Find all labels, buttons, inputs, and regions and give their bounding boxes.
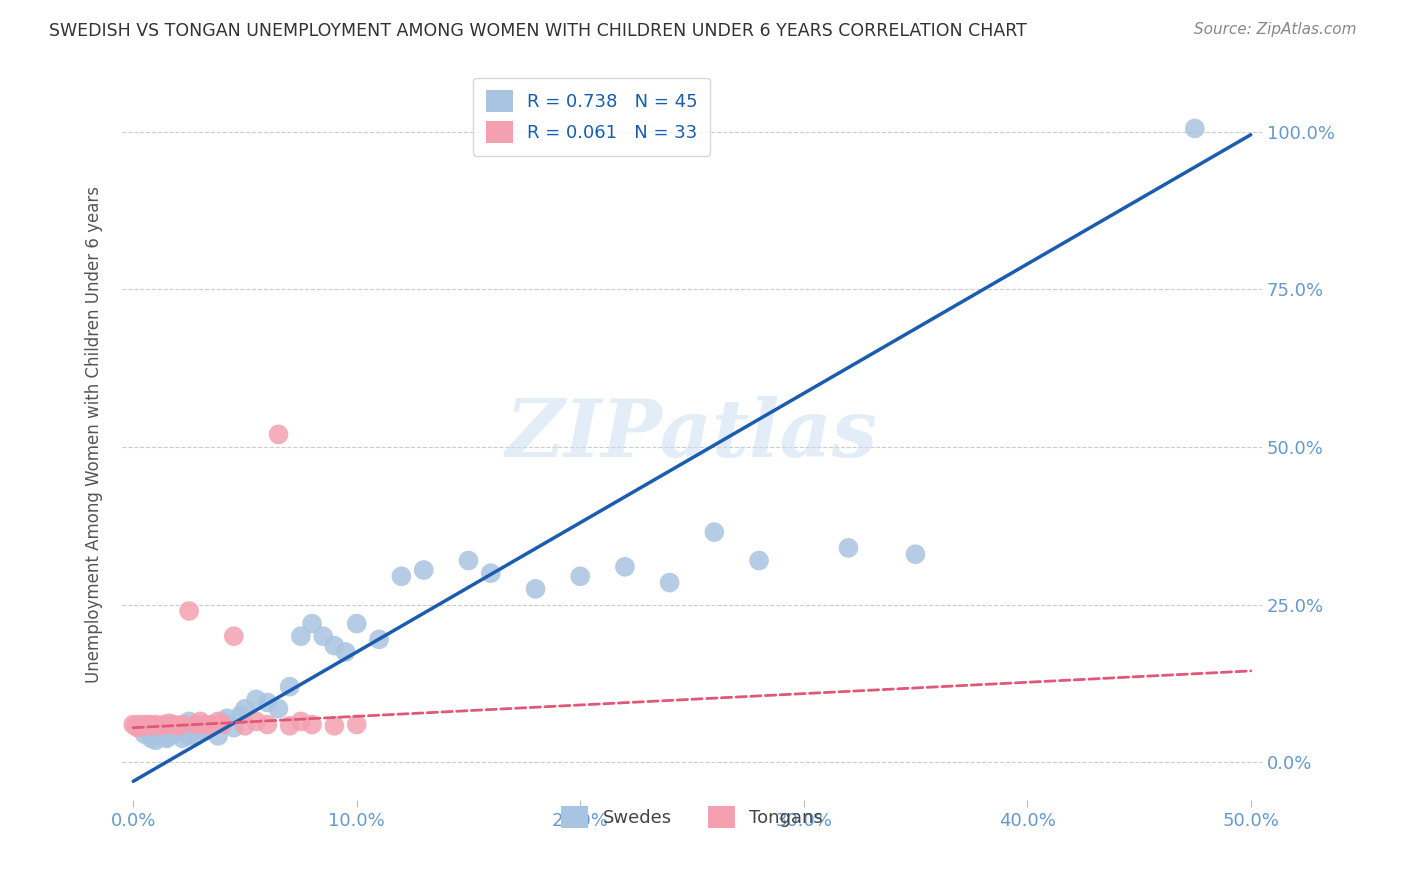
Point [267,427,290,442]
Point [153,717,176,731]
Point [233,702,256,716]
Point [222,721,245,735]
Point [748,553,770,567]
Point [211,717,233,731]
Point [245,714,267,729]
Point [290,714,312,729]
Point [200,719,222,733]
Point [368,632,391,647]
Point [135,719,157,733]
Point [233,719,256,733]
Point [157,716,180,731]
Point [613,559,636,574]
Point [904,547,927,561]
Point [837,541,859,555]
Point [335,645,357,659]
Point [172,717,194,731]
Point [149,729,172,743]
Point [156,730,179,744]
Text: Source: ZipAtlas.com: Source: ZipAtlas.com [1194,22,1357,37]
Point [188,721,211,735]
Point [569,569,592,583]
Point [145,717,167,731]
Point [172,731,194,746]
Point [245,692,267,706]
Point [479,566,502,581]
Point [124,719,146,733]
Point [184,729,207,743]
Point [323,639,346,653]
Point [167,719,190,733]
Point [139,731,162,746]
Point [145,733,167,747]
Point [167,723,190,738]
Y-axis label: Unemployment Among Women with Children Under 6 years: Unemployment Among Women with Children U… [86,186,103,683]
Point [122,717,145,731]
Point [290,629,312,643]
Point [1184,121,1206,136]
Point [256,695,278,709]
Point [207,729,229,743]
Point [194,723,217,738]
Point [177,604,200,618]
Point [200,717,222,731]
Point [256,717,278,731]
Point [211,714,233,729]
Point [156,731,179,746]
Point [524,582,547,596]
Point [301,616,323,631]
Point [658,575,681,590]
Point [184,717,207,731]
Point [134,717,156,731]
Point [312,629,335,643]
Text: ZIPatlas: ZIPatlas [506,396,877,473]
Point [323,719,346,733]
Point [177,729,200,743]
Point [162,717,184,731]
Point [129,717,152,731]
Point [207,714,229,729]
Text: SWEDISH VS TONGAN UNEMPLOYMENT AMONG WOMEN WITH CHILDREN UNDER 6 YEARS CORRELATI: SWEDISH VS TONGAN UNEMPLOYMENT AMONG WOM… [49,22,1028,40]
Legend: Swedes, Tongans: Swedes, Tongans [554,798,830,835]
Point [457,553,479,567]
Point [139,719,162,733]
Point [138,717,160,731]
Point [127,721,149,735]
Point [346,717,368,731]
Point [162,727,184,741]
Point [177,714,200,729]
Point [217,711,239,725]
Point [412,563,434,577]
Point [301,717,323,731]
Point [222,629,245,643]
Point [391,569,413,583]
Point [149,719,172,733]
Point [703,525,725,540]
Point [131,719,153,733]
Point [267,702,290,716]
Point [134,727,156,741]
Point [346,616,368,631]
Point [194,717,217,731]
Point [278,719,301,733]
Point [188,714,211,729]
Point [229,708,252,723]
Point [278,680,301,694]
